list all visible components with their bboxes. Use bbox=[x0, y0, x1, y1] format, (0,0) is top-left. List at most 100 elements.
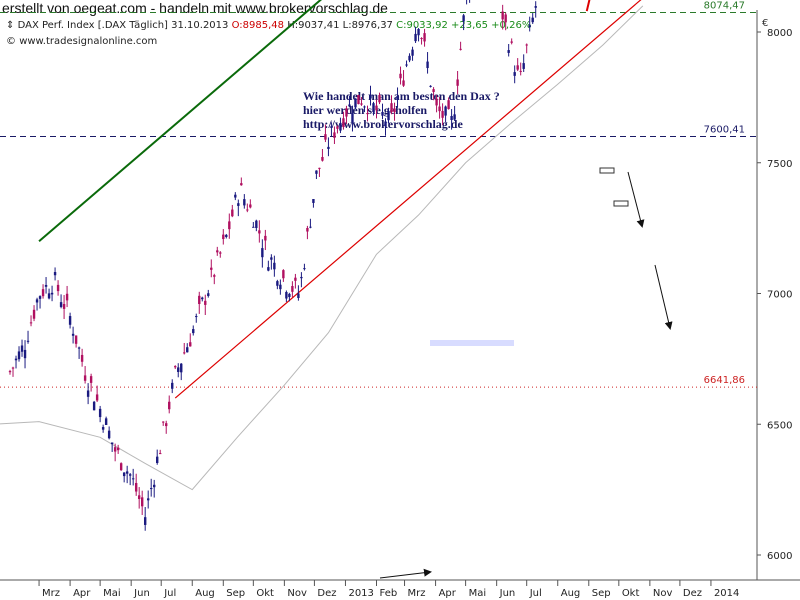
candle-body bbox=[140, 497, 144, 507]
candle-body bbox=[165, 423, 168, 427]
candle-body bbox=[143, 517, 147, 525]
candle-body bbox=[342, 118, 345, 128]
candle-body bbox=[222, 234, 225, 240]
trend-line-green_resistance bbox=[38, 0, 322, 242]
candle-body bbox=[14, 358, 18, 361]
candle-body bbox=[501, 11, 504, 20]
candle-body bbox=[507, 50, 510, 53]
moving-average-line bbox=[0, 5, 644, 491]
y-tick-label: 7000 bbox=[767, 290, 792, 301]
candle-body bbox=[65, 293, 69, 301]
candle-body bbox=[8, 371, 12, 373]
candle-body bbox=[372, 103, 375, 113]
candle-body bbox=[282, 270, 285, 279]
candle-body bbox=[510, 41, 513, 43]
candle-body bbox=[288, 293, 291, 298]
candle-body bbox=[366, 113, 369, 115]
candle-body bbox=[255, 220, 258, 228]
candle-body bbox=[95, 394, 99, 401]
candle-body bbox=[228, 221, 231, 230]
chart-annotation: Wie handelt man am besten den Dax ? hier… bbox=[303, 89, 500, 131]
candle-body bbox=[339, 123, 342, 131]
trend-line-red_steep bbox=[585, 0, 591, 12]
marker-box bbox=[613, 200, 629, 207]
x-tick-label: 2014 bbox=[714, 588, 739, 599]
x-tick-label: 2013 bbox=[348, 588, 373, 599]
high-value: H:9037,41 bbox=[287, 20, 340, 31]
source-url[interactable]: www.tradesignalonline.com bbox=[19, 36, 158, 47]
time-arrow bbox=[379, 568, 432, 579]
candle-body bbox=[77, 347, 81, 349]
candle-body bbox=[414, 33, 417, 42]
candle-body bbox=[279, 284, 282, 290]
candle-body bbox=[156, 456, 159, 463]
x-tick-label: Jun bbox=[499, 588, 516, 599]
candle-body bbox=[183, 352, 186, 354]
source-info: © www.tradesignalonline.com bbox=[6, 36, 157, 47]
candle-body bbox=[333, 132, 336, 138]
candle-body bbox=[429, 85, 432, 87]
candle-body bbox=[89, 376, 93, 383]
candle-body bbox=[213, 275, 216, 277]
candle-body bbox=[198, 295, 201, 305]
candle-body bbox=[23, 349, 27, 359]
candle-body bbox=[381, 111, 384, 116]
candle-body bbox=[174, 366, 177, 368]
candle-body bbox=[74, 335, 78, 344]
candle-body bbox=[351, 113, 354, 123]
candle-body bbox=[240, 183, 243, 186]
candle-body bbox=[35, 299, 39, 303]
candle-body bbox=[294, 277, 297, 281]
candle-body bbox=[438, 106, 441, 112]
candle-body bbox=[534, 6, 537, 8]
level-label: 6641,86 bbox=[704, 375, 745, 386]
candle-body bbox=[180, 363, 183, 373]
candle-body bbox=[261, 248, 264, 258]
candle-body bbox=[519, 70, 522, 72]
y-tick-label: 6500 bbox=[767, 420, 792, 431]
candle-body bbox=[177, 367, 180, 372]
candle-body bbox=[86, 390, 90, 397]
candle-body bbox=[435, 98, 438, 106]
candle-body bbox=[315, 170, 318, 174]
candle-body bbox=[32, 309, 36, 319]
x-tick-label: Okt bbox=[256, 588, 274, 599]
candle-body bbox=[264, 235, 267, 241]
candle-body bbox=[420, 38, 423, 40]
candle-body bbox=[285, 292, 288, 299]
x-tick-label: Feb bbox=[379, 588, 397, 599]
candle-body bbox=[324, 134, 327, 140]
x-tick-label: Nov bbox=[287, 588, 307, 599]
candle-body bbox=[273, 262, 276, 270]
candle-body bbox=[59, 302, 63, 307]
candle-body bbox=[243, 199, 246, 206]
candle-body bbox=[387, 111, 390, 121]
candle-body bbox=[50, 292, 54, 295]
candle-body bbox=[122, 472, 126, 477]
price-candles bbox=[8, 0, 537, 531]
candle-body bbox=[231, 209, 234, 217]
candle-body bbox=[68, 316, 72, 325]
candle-body bbox=[402, 80, 405, 86]
candle-body bbox=[41, 289, 45, 297]
candle-body bbox=[83, 375, 87, 381]
candle-body bbox=[453, 114, 456, 120]
x-tick-label: Mai bbox=[103, 588, 121, 599]
candle-body bbox=[306, 227, 309, 232]
y-tick-label: 8000 bbox=[767, 28, 792, 39]
down-arrow bbox=[654, 264, 673, 330]
down-arrow bbox=[627, 171, 645, 228]
candle-body bbox=[462, 15, 465, 22]
candle-body bbox=[444, 106, 447, 116]
candle-body bbox=[312, 199, 315, 203]
candle-body bbox=[528, 25, 531, 28]
x-tick-label: Dez bbox=[317, 588, 336, 599]
x-tick-label: Aug bbox=[561, 588, 581, 599]
candle-body bbox=[186, 347, 189, 353]
candle-body bbox=[450, 115, 453, 121]
candle-body bbox=[171, 382, 174, 389]
candle-body bbox=[318, 167, 321, 169]
candle-body bbox=[125, 471, 129, 474]
x-tick-label: Okt bbox=[622, 588, 640, 599]
candle-body bbox=[192, 329, 195, 334]
